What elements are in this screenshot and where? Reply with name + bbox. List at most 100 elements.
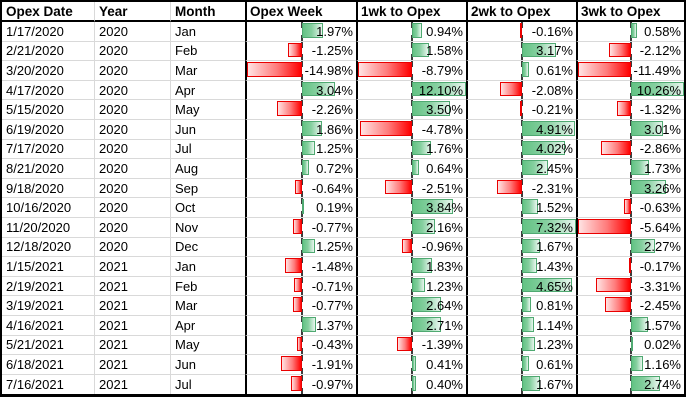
databar-cell-opex-week[interactable]: -1.91% bbox=[245, 355, 356, 375]
year-cell[interactable]: 2021 bbox=[94, 296, 170, 316]
header-opex-date[interactable]: Opex Date bbox=[2, 2, 94, 22]
databar-cell-1wk-to-opex[interactable]: 2.16% bbox=[356, 217, 466, 238]
databar-cell-2wk-to-opex[interactable]: 1.67% bbox=[466, 237, 576, 258]
date-cell[interactable]: 8/21/2020 bbox=[2, 159, 94, 179]
databar-cell-1wk-to-opex[interactable]: 1.23% bbox=[356, 276, 466, 297]
databar-cell-1wk-to-opex[interactable]: -4.78% bbox=[356, 119, 466, 140]
databar-cell-opex-week[interactable]: -0.77% bbox=[245, 217, 356, 238]
month-cell[interactable]: Nov bbox=[170, 217, 245, 238]
date-cell[interactable]: 5/15/2020 bbox=[2, 100, 94, 120]
year-cell[interactable]: 2020 bbox=[94, 80, 170, 101]
month-cell[interactable]: Mar bbox=[170, 61, 245, 81]
databar-cell-opex-week[interactable]: -14.98% bbox=[245, 61, 356, 81]
year-cell[interactable]: 2021 bbox=[94, 335, 170, 356]
databar-cell-3wk-to-opex[interactable]: -3.31% bbox=[576, 276, 684, 297]
header-month[interactable]: Month bbox=[170, 2, 245, 22]
month-cell[interactable]: Jul bbox=[170, 374, 245, 395]
date-cell[interactable]: 3/19/2021 bbox=[2, 296, 94, 316]
databar-cell-3wk-to-opex[interactable]: 2.74% bbox=[576, 374, 684, 395]
year-cell[interactable]: 2021 bbox=[94, 315, 170, 336]
header-1wk-to-opex[interactable]: 1wk to Opex bbox=[356, 2, 466, 22]
year-cell[interactable]: 2020 bbox=[94, 41, 170, 62]
year-cell[interactable]: 2020 bbox=[94, 178, 170, 199]
databar-cell-opex-week[interactable]: 0.72% bbox=[245, 159, 356, 179]
year-cell[interactable]: 2021 bbox=[94, 374, 170, 395]
date-cell[interactable]: 6/19/2020 bbox=[2, 119, 94, 140]
month-cell[interactable]: Mar bbox=[170, 296, 245, 316]
date-cell[interactable]: 3/20/2020 bbox=[2, 61, 94, 81]
year-cell[interactable]: 2020 bbox=[94, 217, 170, 238]
month-cell[interactable]: Oct bbox=[170, 198, 245, 218]
databar-cell-2wk-to-opex[interactable]: -2.31% bbox=[466, 178, 576, 199]
databar-cell-3wk-to-opex[interactable]: -2.45% bbox=[576, 296, 684, 316]
databar-cell-3wk-to-opex[interactable]: -0.17% bbox=[576, 257, 684, 277]
month-cell[interactable]: Apr bbox=[170, 80, 245, 101]
year-cell[interactable]: 2020 bbox=[94, 198, 170, 218]
databar-cell-1wk-to-opex[interactable]: -2.51% bbox=[356, 178, 466, 199]
databar-cell-2wk-to-opex[interactable]: 1.43% bbox=[466, 257, 576, 277]
databar-cell-1wk-to-opex[interactable]: 3.84% bbox=[356, 198, 466, 218]
date-cell[interactable]: 6/18/2021 bbox=[2, 355, 94, 375]
month-cell[interactable]: Jul bbox=[170, 139, 245, 160]
databar-cell-3wk-to-opex[interactable]: 0.58% bbox=[576, 22, 684, 42]
year-cell[interactable]: 2020 bbox=[94, 119, 170, 140]
databar-cell-2wk-to-opex[interactable]: 1.14% bbox=[466, 315, 576, 336]
databar-cell-2wk-to-opex[interactable]: 3.17% bbox=[466, 41, 576, 62]
databar-cell-3wk-to-opex[interactable]: -1.32% bbox=[576, 100, 684, 120]
databar-cell-2wk-to-opex[interactable]: 1.52% bbox=[466, 198, 576, 218]
header-opex-week[interactable]: Opex Week bbox=[245, 2, 356, 22]
databar-cell-1wk-to-opex[interactable]: 1.83% bbox=[356, 257, 466, 277]
month-cell[interactable]: Apr bbox=[170, 315, 245, 336]
databar-cell-3wk-to-opex[interactable]: 0.02% bbox=[576, 335, 684, 356]
databar-cell-1wk-to-opex[interactable]: 0.40% bbox=[356, 374, 466, 395]
databar-cell-3wk-to-opex[interactable]: 1.73% bbox=[576, 159, 684, 179]
month-cell[interactable]: May bbox=[170, 335, 245, 356]
date-cell[interactable]: 5/21/2021 bbox=[2, 335, 94, 356]
databar-cell-2wk-to-opex[interactable]: 1.23% bbox=[466, 335, 576, 356]
year-cell[interactable]: 2020 bbox=[94, 159, 170, 179]
databar-cell-2wk-to-opex[interactable]: 0.81% bbox=[466, 296, 576, 316]
header-3wk-to-opex[interactable]: 3wk to Opex bbox=[576, 2, 684, 22]
date-cell[interactable]: 7/16/2021 bbox=[2, 374, 94, 395]
databar-cell-1wk-to-opex[interactable]: 2.64% bbox=[356, 296, 466, 316]
databar-cell-3wk-to-opex[interactable]: -2.86% bbox=[576, 139, 684, 160]
databar-cell-2wk-to-opex[interactable]: 1.67% bbox=[466, 374, 576, 395]
databar-cell-1wk-to-opex[interactable]: -8.79% bbox=[356, 61, 466, 81]
databar-cell-opex-week[interactable]: -0.97% bbox=[245, 374, 356, 395]
databar-cell-opex-week[interactable]: 1.86% bbox=[245, 119, 356, 140]
databar-cell-opex-week[interactable]: 3.04% bbox=[245, 80, 356, 101]
date-cell[interactable]: 9/18/2020 bbox=[2, 178, 94, 199]
month-cell[interactable]: Jan bbox=[170, 22, 245, 42]
date-cell[interactable]: 1/17/2020 bbox=[2, 22, 94, 42]
databar-cell-opex-week[interactable]: 1.25% bbox=[245, 237, 356, 258]
year-cell[interactable]: 2020 bbox=[94, 237, 170, 258]
date-cell[interactable]: 4/17/2020 bbox=[2, 80, 94, 101]
date-cell[interactable]: 7/17/2020 bbox=[2, 139, 94, 160]
databar-cell-3wk-to-opex[interactable]: -0.63% bbox=[576, 198, 684, 218]
date-cell[interactable]: 4/16/2021 bbox=[2, 315, 94, 336]
databar-cell-1wk-to-opex[interactable]: 3.50% bbox=[356, 100, 466, 120]
databar-cell-2wk-to-opex[interactable]: 4.02% bbox=[466, 139, 576, 160]
databar-cell-opex-week[interactable]: -2.26% bbox=[245, 100, 356, 120]
date-cell[interactable]: 10/16/2020 bbox=[2, 198, 94, 218]
databar-cell-opex-week[interactable]: -1.25% bbox=[245, 41, 356, 62]
databar-cell-opex-week[interactable]: 1.25% bbox=[245, 139, 356, 160]
year-cell[interactable]: 2020 bbox=[94, 100, 170, 120]
year-cell[interactable]: 2021 bbox=[94, 276, 170, 297]
databar-cell-opex-week[interactable]: -0.64% bbox=[245, 178, 356, 199]
databar-cell-1wk-to-opex[interactable]: 1.58% bbox=[356, 41, 466, 62]
month-cell[interactable]: Dec bbox=[170, 237, 245, 258]
date-cell[interactable]: 2/19/2021 bbox=[2, 276, 94, 297]
databar-cell-1wk-to-opex[interactable]: 1.76% bbox=[356, 139, 466, 160]
databar-cell-opex-week[interactable]: -0.43% bbox=[245, 335, 356, 356]
databar-cell-3wk-to-opex[interactable]: 10.26% bbox=[576, 80, 684, 101]
databar-cell-opex-week[interactable]: 1.97% bbox=[245, 22, 356, 42]
month-cell[interactable]: Jun bbox=[170, 119, 245, 140]
databar-cell-3wk-to-opex[interactable]: 3.01% bbox=[576, 119, 684, 140]
databar-cell-2wk-to-opex[interactable]: 0.61% bbox=[466, 355, 576, 375]
date-cell[interactable]: 12/18/2020 bbox=[2, 237, 94, 258]
databar-cell-3wk-to-opex[interactable]: 1.57% bbox=[576, 315, 684, 336]
month-cell[interactable]: Feb bbox=[170, 41, 245, 62]
databar-cell-3wk-to-opex[interactable]: 3.26% bbox=[576, 178, 684, 199]
databar-cell-2wk-to-opex[interactable]: -0.16% bbox=[466, 22, 576, 42]
